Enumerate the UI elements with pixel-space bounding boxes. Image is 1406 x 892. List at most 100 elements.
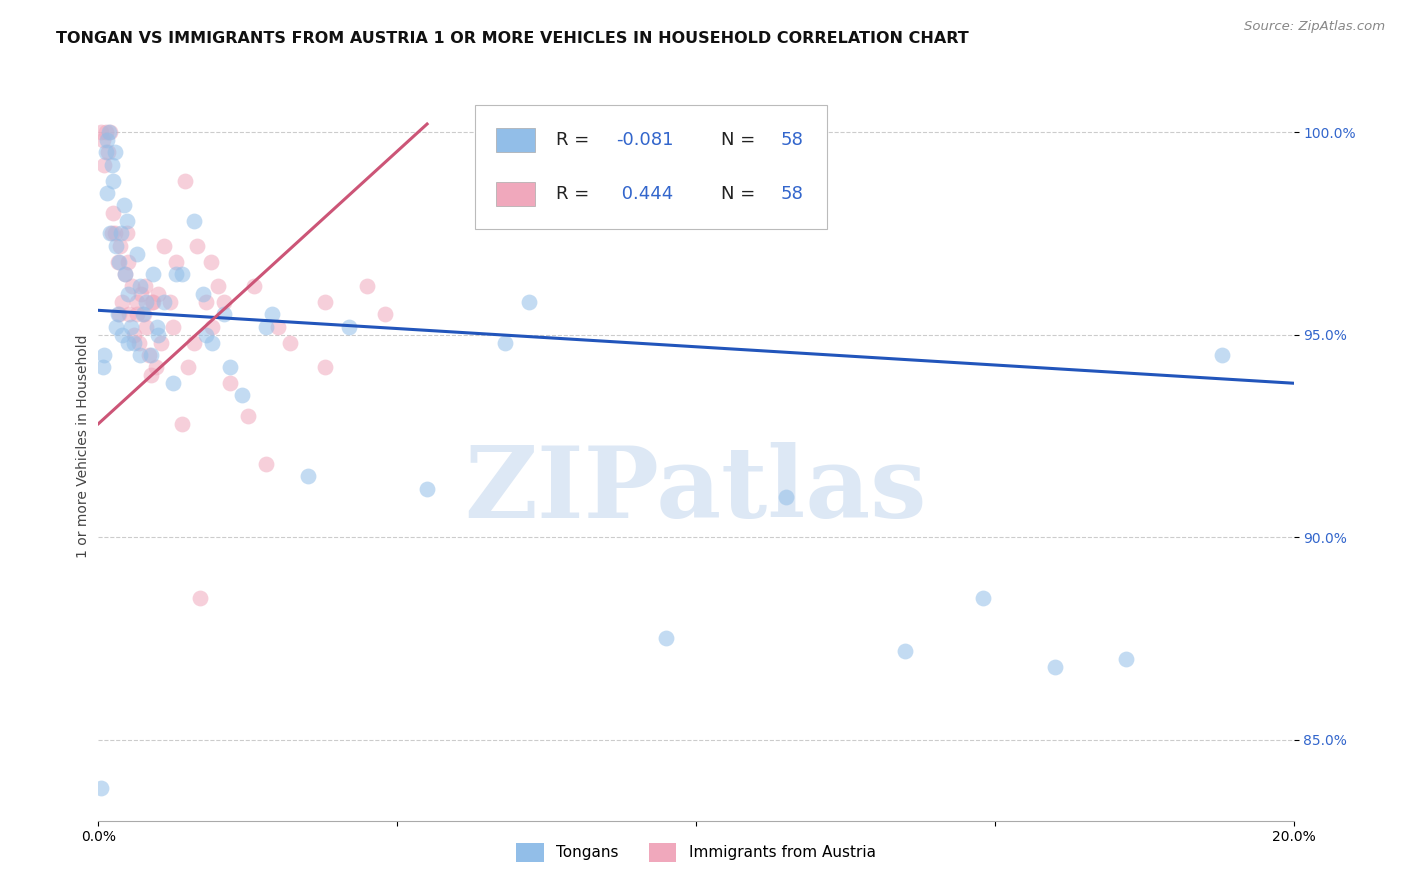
FancyBboxPatch shape bbox=[475, 105, 827, 228]
Point bbox=[188, 591, 211, 605]
Text: TONGAN VS IMMIGRANTS FROM AUSTRIA 1 OR MORE VEHICLES IN HOUSEHOLD CORRELATION CH: TONGAN VS IMMIGRANTS FROM AUSTRIA 1 OR M… bbox=[56, 31, 969, 46]
Point bbox=[201, 319, 224, 334]
Point bbox=[1211, 348, 1233, 362]
Point bbox=[775, 490, 797, 504]
Point bbox=[115, 214, 138, 228]
Point bbox=[128, 335, 150, 350]
Text: -0.081: -0.081 bbox=[616, 131, 673, 149]
Point bbox=[1115, 651, 1137, 665]
Point bbox=[655, 632, 678, 646]
Point bbox=[243, 279, 266, 293]
Text: Source: ZipAtlas.com: Source: ZipAtlas.com bbox=[1244, 20, 1385, 33]
Point bbox=[132, 307, 155, 321]
Point bbox=[96, 133, 118, 147]
Point bbox=[150, 335, 173, 350]
Point bbox=[416, 482, 439, 496]
FancyBboxPatch shape bbox=[496, 128, 534, 152]
Point bbox=[374, 307, 396, 321]
Point bbox=[131, 287, 153, 301]
Point bbox=[104, 145, 127, 160]
Point bbox=[315, 295, 337, 310]
Point bbox=[139, 348, 162, 362]
Point bbox=[129, 279, 152, 293]
Point bbox=[162, 319, 184, 334]
Point bbox=[207, 279, 229, 293]
Point bbox=[339, 319, 361, 334]
Point bbox=[195, 295, 218, 310]
Point bbox=[114, 267, 136, 281]
Point bbox=[101, 206, 124, 220]
Point bbox=[93, 348, 115, 362]
Point bbox=[183, 214, 205, 228]
Point bbox=[219, 359, 242, 374]
Point bbox=[494, 335, 516, 350]
Point bbox=[134, 279, 156, 293]
Point bbox=[132, 307, 155, 321]
Point bbox=[159, 295, 181, 310]
Point bbox=[165, 267, 187, 281]
Point bbox=[91, 133, 114, 147]
Point bbox=[236, 409, 259, 423]
Point bbox=[1043, 659, 1066, 673]
Text: 58: 58 bbox=[780, 186, 804, 203]
Text: ZIPatlas: ZIPatlas bbox=[465, 442, 927, 540]
Point bbox=[98, 125, 122, 139]
Point bbox=[114, 267, 136, 281]
Point bbox=[153, 295, 176, 310]
Point bbox=[94, 145, 117, 160]
Point bbox=[142, 267, 165, 281]
Point bbox=[115, 227, 138, 241]
Point bbox=[172, 267, 194, 281]
Point bbox=[153, 238, 176, 252]
Point bbox=[172, 417, 194, 431]
Point bbox=[297, 469, 319, 483]
Point bbox=[90, 125, 112, 139]
Point bbox=[146, 319, 169, 334]
Point bbox=[112, 198, 135, 212]
Point bbox=[254, 457, 277, 471]
Point bbox=[98, 125, 121, 139]
Point bbox=[517, 295, 540, 310]
Point bbox=[254, 319, 277, 334]
Point bbox=[93, 157, 115, 171]
Point bbox=[118, 307, 141, 321]
Text: R =: R = bbox=[557, 131, 595, 149]
Point bbox=[91, 359, 114, 374]
Point bbox=[100, 157, 122, 171]
Point bbox=[104, 227, 127, 241]
Text: 58: 58 bbox=[780, 131, 804, 149]
Point bbox=[96, 186, 118, 200]
Point bbox=[125, 295, 148, 310]
Point bbox=[212, 295, 235, 310]
Text: N =: N = bbox=[721, 186, 761, 203]
Legend: Tongans, Immigrants from Austria: Tongans, Immigrants from Austria bbox=[509, 835, 883, 869]
Point bbox=[212, 307, 235, 321]
Point bbox=[141, 295, 163, 310]
Point bbox=[110, 227, 132, 241]
Point bbox=[108, 307, 131, 321]
Point bbox=[148, 287, 170, 301]
Point bbox=[129, 348, 152, 362]
Point bbox=[111, 295, 134, 310]
Point bbox=[94, 125, 117, 139]
Point bbox=[127, 307, 149, 321]
Point bbox=[97, 145, 120, 160]
FancyBboxPatch shape bbox=[496, 182, 534, 206]
Point bbox=[135, 295, 157, 310]
Point bbox=[135, 319, 157, 334]
Point bbox=[201, 335, 224, 350]
Point bbox=[278, 335, 301, 350]
Point bbox=[107, 254, 129, 268]
Point bbox=[145, 359, 167, 374]
Point bbox=[191, 287, 214, 301]
Point bbox=[105, 319, 128, 334]
Text: N =: N = bbox=[721, 131, 761, 149]
Point bbox=[219, 376, 242, 391]
Point bbox=[186, 238, 208, 252]
Point bbox=[111, 327, 134, 342]
Point bbox=[267, 319, 290, 334]
Point bbox=[121, 279, 143, 293]
Point bbox=[127, 246, 149, 260]
Point bbox=[183, 335, 205, 350]
Point bbox=[117, 254, 139, 268]
